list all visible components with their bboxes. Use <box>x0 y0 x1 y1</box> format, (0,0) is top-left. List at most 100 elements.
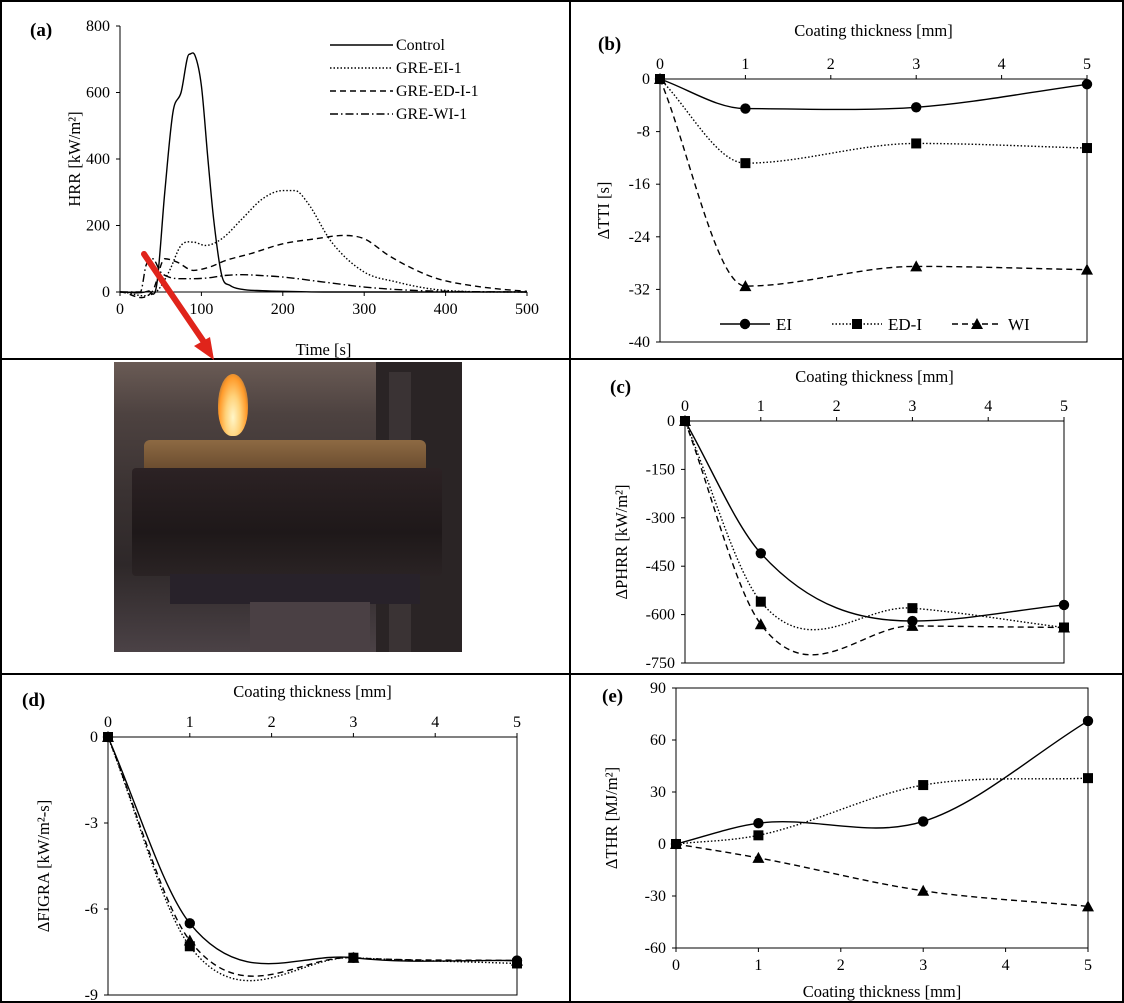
photo-specimen-block <box>132 468 442 576</box>
panel-label: (e) <box>602 686 623 707</box>
x-axis-title: Time [s] <box>296 340 352 359</box>
x-tick-label: 5 <box>1083 56 1091 73</box>
x-axis-title: Coating thickness [mm] <box>233 682 392 701</box>
y-tick-label: 0 <box>90 729 98 746</box>
y-axis-title: ΔPHRR [kW/m²] <box>612 484 631 599</box>
x-tick-label: 0 <box>104 714 112 731</box>
y-tick-label: 0 <box>642 71 650 88</box>
x-tick-label: 0 <box>656 56 664 73</box>
data-point-triangle <box>754 618 767 630</box>
data-point-triangle <box>347 951 360 963</box>
data-point-triangle <box>910 260 923 272</box>
series-gre-wi-1 <box>120 258 528 293</box>
x-axis-title: Coating thickness [mm] <box>795 367 954 386</box>
data-point-triangle <box>906 619 919 631</box>
data-point-triangle <box>971 318 983 329</box>
x-tick-label: 3 <box>912 56 920 73</box>
panel-label: (c) <box>610 377 631 398</box>
data-point-circle <box>1058 599 1070 611</box>
y-tick-label: -16 <box>629 176 650 193</box>
x-tick-label: 1 <box>757 398 765 415</box>
series-line <box>119 52 527 295</box>
data-point-square <box>1083 773 1093 784</box>
frame-right <box>1122 0 1124 1003</box>
y-tick-label: -8 <box>637 124 650 141</box>
data-point-circle <box>740 103 751 114</box>
y-tick-label: -9 <box>85 987 98 1003</box>
data-point-triangle <box>1058 621 1070 633</box>
data-point-circle <box>1081 79 1093 90</box>
chart-panel-c: (c) 0 1 2 3 4 5 0 -150 -300 -450 -600 -750 Coating th… <box>610 367 1070 672</box>
x-tick-label: 4 <box>1002 957 1010 974</box>
x-axis-title: Coating thickness [mm] <box>794 21 953 40</box>
y-tick-label: -450 <box>646 558 675 575</box>
panel-label: (b) <box>598 34 621 55</box>
y-axis-title: ΔFIGRA [kW/m²-s] <box>34 800 53 932</box>
chart-panel-a: (a) 0 100 200 300 400 500 0 200 400 600 800 Time [s]… <box>30 18 539 359</box>
plot-frame <box>675 687 1089 949</box>
x-tick-label: 300 <box>352 301 376 318</box>
x-tick-label: 4 <box>431 714 439 731</box>
plot-frame <box>659 78 1088 343</box>
data-point-triangle <box>670 838 682 849</box>
series-line <box>675 777 1089 845</box>
series-0 <box>679 415 1070 627</box>
data-point-square <box>911 138 922 149</box>
x-tick-label: 3 <box>919 957 927 974</box>
y-tick-label: 30 <box>650 784 666 801</box>
x-tick-label: 3 <box>349 714 357 731</box>
data-point-square <box>753 830 764 841</box>
pointer-arrow <box>141 251 214 360</box>
legend-label: ED-I <box>888 315 922 334</box>
series-line <box>684 420 1065 631</box>
y-tick-label: 800 <box>86 18 110 35</box>
series-0 <box>102 731 523 966</box>
series-line <box>684 420 1065 656</box>
data-point-square <box>755 596 766 607</box>
data-point-circle <box>753 818 764 829</box>
series-2 <box>102 731 523 977</box>
chart-panel-b: (b) 0 1 2 3 4 5 0 -8 -16 -24 -32 -40 Coating thicknes… <box>594 21 1093 351</box>
series-control <box>119 52 527 295</box>
data-point-triangle <box>654 73 666 84</box>
series-gre-ed-i-1 <box>119 234 528 299</box>
x-tick-label: 100 <box>189 301 213 318</box>
series-line <box>107 736 518 982</box>
x-tick-label: 5 <box>513 714 521 731</box>
sample-photo <box>114 362 462 652</box>
series-line <box>675 720 1089 845</box>
data-point-circle <box>918 816 929 827</box>
x-axis-title: Coating thickness [mm] <box>803 982 962 1001</box>
y-tick-label: -3 <box>85 815 98 832</box>
y-tick-label: -24 <box>629 229 650 246</box>
data-point-circle <box>739 318 751 330</box>
legend-label: GRE-WI-1 <box>396 106 467 123</box>
data-point-triangle <box>679 415 691 426</box>
y-tick-label: 0 <box>667 413 675 430</box>
y-tick-label: 0 <box>658 836 666 853</box>
legend-label: WI <box>1008 315 1030 334</box>
arrow-shaft <box>141 251 209 348</box>
y-tick-label: -40 <box>629 334 650 351</box>
series-line <box>675 843 1089 908</box>
series-ed-i <box>655 74 1092 169</box>
x-tick-label: 4 <box>984 398 992 415</box>
data-point-square <box>907 603 918 614</box>
frame-row-divider-2 <box>0 673 1124 675</box>
frame-top <box>0 0 1124 2</box>
x-tick-label: 400 <box>434 301 458 318</box>
chart-panel-d: (d) 0 1 2 3 4 5 0 -3 -6 -9 Coating thickness [mm] ΔF… <box>22 682 523 1003</box>
x-tick-label: 2 <box>833 398 841 415</box>
data-point-circle <box>911 102 922 113</box>
series-line <box>684 420 1065 622</box>
x-tick-label: 200 <box>271 301 295 318</box>
y-tick-label: -30 <box>645 888 666 905</box>
series-line <box>659 78 1088 287</box>
x-tick-label: 2 <box>827 56 835 73</box>
data-point-triangle <box>511 954 523 966</box>
x-tick-label: 0 <box>681 398 689 415</box>
x-tick-label: 500 <box>515 301 539 318</box>
series-line <box>107 736 518 965</box>
frame-bottom <box>0 1001 1124 1003</box>
data-point-triangle <box>102 731 114 742</box>
